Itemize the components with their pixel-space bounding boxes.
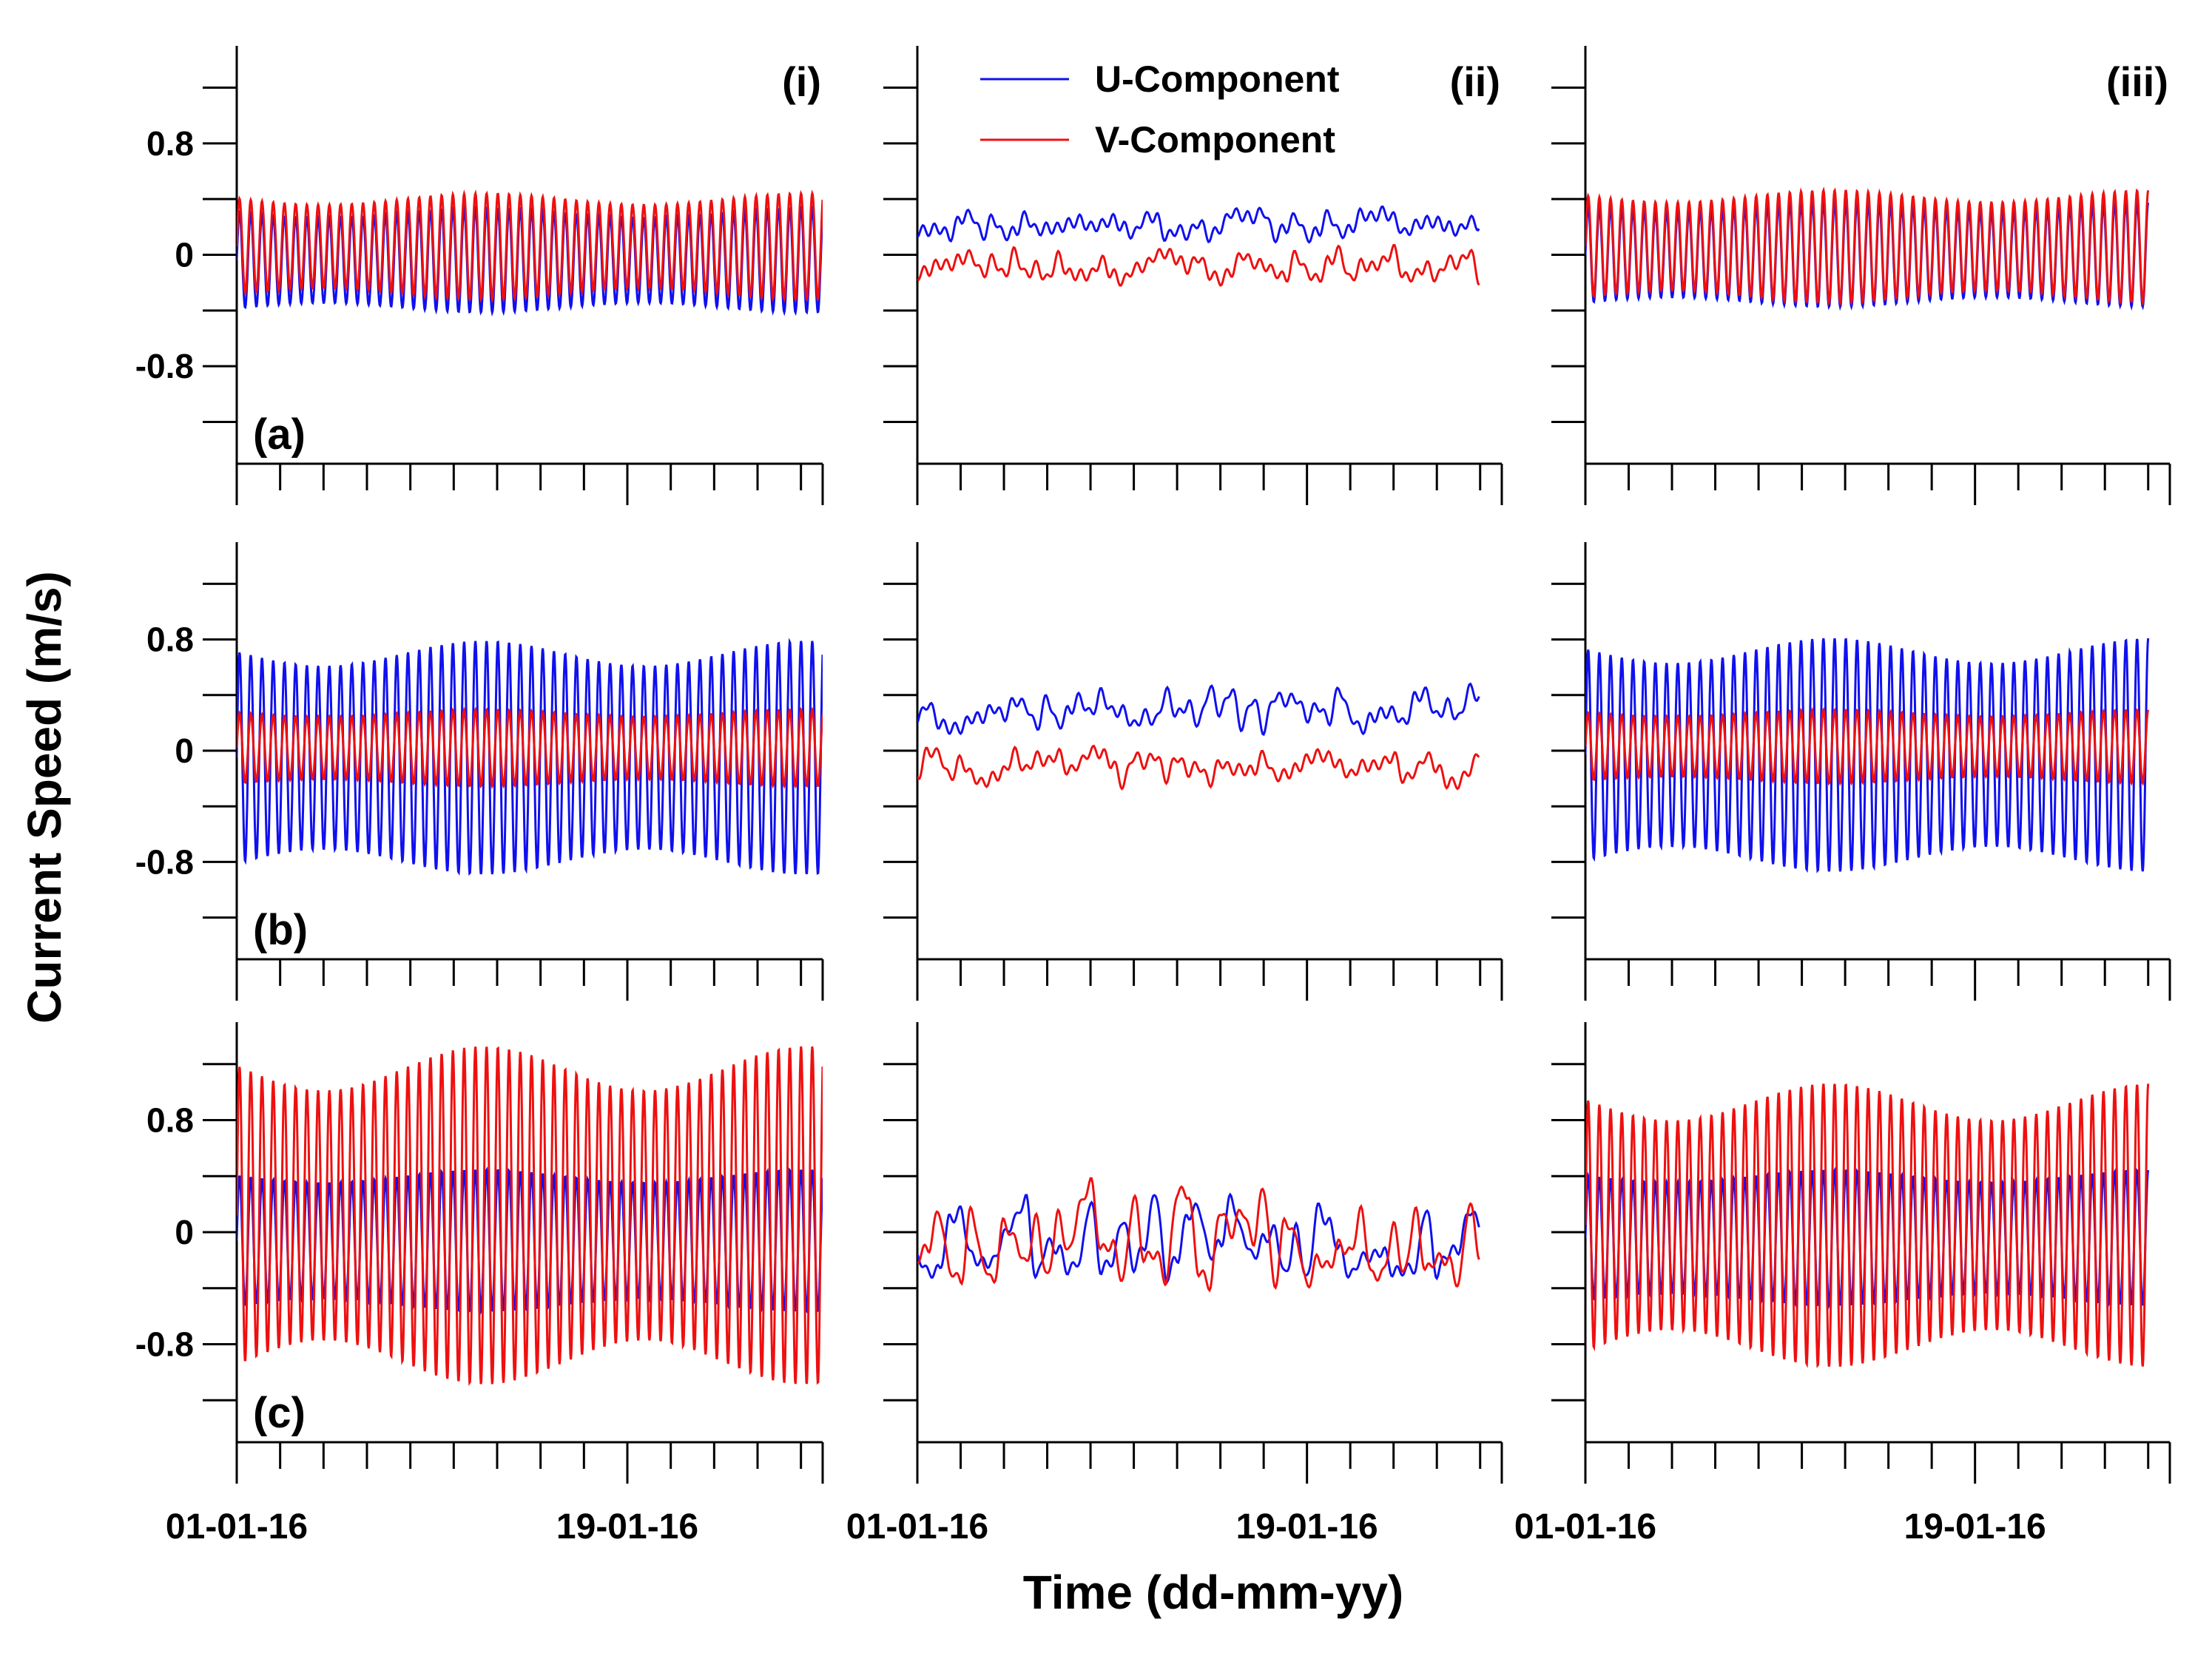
series-line-v: [1585, 706, 2150, 786]
series-line-u: [1585, 638, 2150, 873]
series-line-v: [917, 243, 1480, 287]
panel-b-i: 0.8 0 -0.8 (b): [135, 542, 824, 1001]
y-tick-label: 0.8: [146, 621, 194, 659]
column-label: (iii): [2106, 58, 2168, 105]
legend-v-label: V-Component: [1095, 119, 1335, 160]
row-label: (b): [253, 906, 308, 954]
series-line-v: [1585, 186, 2150, 307]
y-tick-label: 0: [175, 731, 194, 770]
panel-a-ii: (ii): [883, 46, 1503, 505]
y-tick-label: -0.8: [135, 347, 194, 385]
row-label: (c): [253, 1389, 306, 1437]
panel-c-ii: 01-01-16 19-01-16: [846, 1022, 1503, 1546]
panels: 0.8 0 -0.8 (a) (i) (ii) (iii) 0.8 0 -0.8 (b) 0.8 0 -0…: [135, 46, 2171, 1546]
series-line-u: [917, 205, 1480, 244]
column-label: (ii): [1450, 58, 1500, 105]
y-tick-label: 0: [175, 1213, 194, 1251]
y-tick-label: -0.8: [135, 1325, 194, 1363]
series-line-v: [917, 1177, 1480, 1293]
panel-c-iii: 01-01-16 19-01-16: [1514, 1022, 2171, 1546]
column-label: (i): [782, 58, 821, 105]
series-line-v: [237, 1046, 823, 1387]
legend-u-label: U-Component: [1095, 58, 1340, 100]
legend: U-Component V-Component: [980, 58, 1340, 160]
panel-b-ii: [883, 542, 1503, 1001]
x-tick-label: 01-01-16: [166, 1507, 308, 1546]
y-tick-label: 0: [175, 236, 194, 274]
series-line-v: [917, 744, 1480, 791]
y-tick-label: -0.8: [135, 842, 194, 881]
x-tick-label: 19-01-16: [1904, 1507, 2046, 1546]
x-tick-label: 19-01-16: [1236, 1507, 1378, 1546]
panel-a-iii: (iii): [1551, 46, 2171, 505]
y-tick-label: 0.8: [146, 1101, 194, 1140]
panel-a-i: 0.8 0 -0.8 (a) (i): [135, 46, 824, 505]
series-line-v: [237, 189, 823, 304]
series-line-u: [917, 682, 1480, 737]
x-tick-label: 01-01-16: [846, 1507, 988, 1546]
row-label: (a): [253, 410, 306, 459]
series-line-v: [237, 706, 823, 790]
series-line-u: [237, 638, 823, 876]
panel-b-iii: [1551, 542, 2171, 1001]
x-axis-title: Time (dd-mm-yy): [1023, 1566, 1403, 1619]
x-tick-label: 01-01-16: [1514, 1507, 1656, 1546]
x-tick-label: 19-01-16: [556, 1507, 698, 1546]
series-line-u: [917, 1192, 1480, 1283]
y-axis-title: Current Speed (m/s): [18, 571, 71, 1024]
series-line-v: [1585, 1083, 2150, 1368]
panel-c-i: 0.8 0 -0.8 01-01-16 19-01-16 (c): [135, 1022, 824, 1546]
y-tick-label: 0.8: [146, 124, 194, 163]
